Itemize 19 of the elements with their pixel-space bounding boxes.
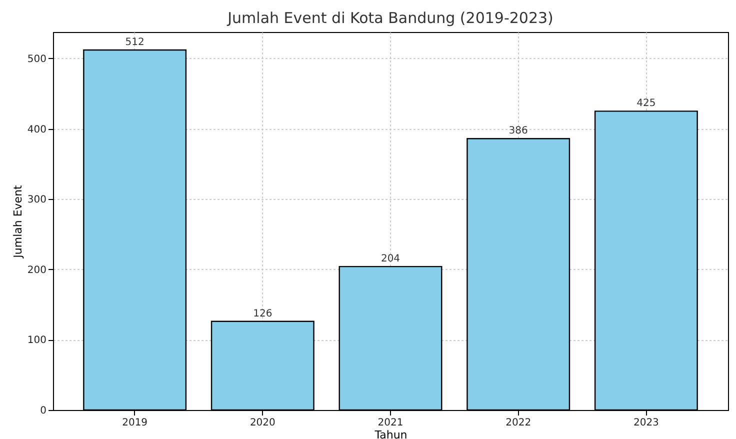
y-tick-label: 100	[27, 335, 46, 346]
x-axis-title: Tahun	[374, 428, 408, 439]
data-label: 204	[380, 254, 400, 265]
y-tick-label: 0	[40, 406, 46, 416]
y-tick-label: 500	[27, 54, 46, 65]
x-tick-label: 2019	[122, 418, 148, 428]
y-tick-label: 200	[27, 264, 46, 276]
data-label: 512	[125, 37, 144, 48]
y-tick-label: 300	[27, 194, 46, 206]
data-label: 425	[636, 98, 656, 110]
chart-title: Jumlah Event di Kota Bandung (2019-2023)	[226, 9, 554, 27]
x-tick-label: 2023	[633, 418, 659, 428]
x-tick-label: 2021	[378, 418, 404, 428]
y-axis-title: Jumlah Event	[11, 184, 24, 259]
data-label: 386	[508, 126, 528, 137]
x-tick-label: 2022	[506, 418, 532, 428]
y-tick-label: 400	[27, 124, 46, 136]
x-tick-label: 2020	[250, 418, 276, 428]
data-label: 126	[253, 308, 272, 320]
